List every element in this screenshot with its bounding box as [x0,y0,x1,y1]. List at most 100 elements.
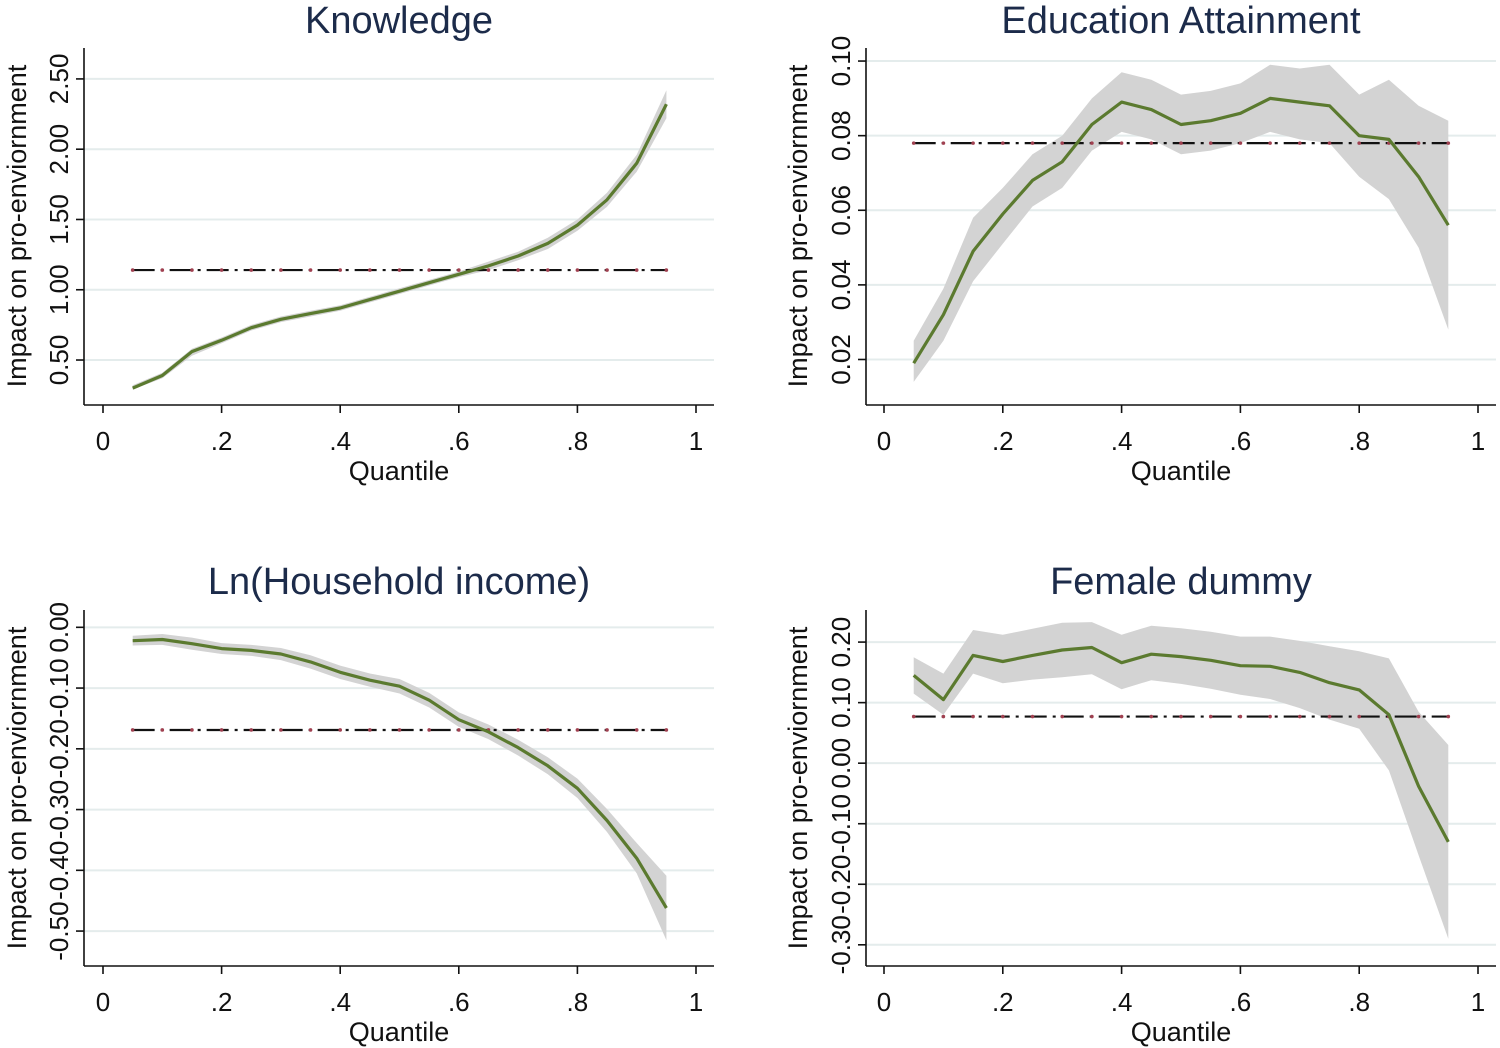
y-tick-label: 0.00 [44,602,74,653]
confidence-band [132,90,667,390]
y-tick-label: -0.10 [826,794,856,853]
x-tick-label: 0 [877,426,891,456]
panel-title: Knowledge [305,0,493,42]
y-tick-label: -0.30 [44,780,74,839]
y-tick-label: 0.08 [826,110,856,161]
x-axis-label: Quantile [1131,1017,1232,1047]
confidence-band [913,64,1449,382]
ols-marker [634,728,639,732]
x-axis-label: Quantile [349,1017,450,1047]
y-tick-label: 0.10 [826,36,856,87]
ols-marker [1357,714,1361,719]
x-tick-label: .6 [448,987,470,1017]
x-tick-label: .2 [992,426,1014,456]
ols-marker [1119,141,1124,145]
ols-marker [1446,714,1451,719]
x-tick-label: .2 [992,987,1014,1017]
ols-marker [605,728,609,732]
ols-marker [249,268,254,272]
ols-marker [1060,141,1064,145]
ols-marker [971,141,975,145]
ols-marker [279,268,283,272]
x-tick-label: .8 [567,426,589,456]
x-tick-label: .8 [567,987,589,1017]
ols-marker [971,714,975,719]
ols-marker [1179,714,1183,719]
y-tick-label: 1.00 [44,264,74,315]
x-tick-label: .4 [1111,426,1133,456]
ols-marker [1030,141,1035,145]
panel-title: Female dummy [1050,561,1312,603]
x-tick-label: 0 [96,987,110,1017]
y-axis-label: Impact on pro-enviornment [2,626,32,949]
y-tick-label: -0.20 [44,719,74,778]
ols-marker [279,728,283,732]
ols-marker [941,714,946,719]
y-tick-label: 0.06 [826,185,856,236]
ols-marker [1149,141,1154,145]
y-tick-label: 0.04 [826,260,856,311]
x-tick-label: .2 [211,426,233,456]
ols-marker [190,268,194,272]
ols-marker [1446,141,1451,145]
panel-female-dummy: Female dummy Impact on pro-enviornment Q… [783,561,1496,1047]
y-tick-label: 0.20 [826,617,856,668]
ols-marker [1119,714,1124,719]
ols-marker [308,268,313,272]
x-axis-label: Quantile [1131,456,1232,486]
ols-marker [516,728,520,732]
ols-marker [516,268,520,272]
ols-marker [1357,141,1361,145]
ols-marker [368,268,372,272]
ols-marker [1416,714,1421,719]
ols-marker [457,728,461,732]
ols-marker [219,268,224,272]
y-axis-label: Impact on pro-enviornment [2,64,32,387]
panel-education-attainment: Education Attainment Impact on pro-envio… [783,0,1496,486]
y-tick-label: 0.02 [826,334,856,385]
confidence-band [913,622,1449,939]
x-tick-label: 1 [1471,987,1485,1017]
ols-marker [575,268,580,272]
ols-marker [664,728,669,732]
ols-marker [457,268,461,272]
x-tick-label: .6 [1230,987,1252,1017]
x-tick-label: 1 [689,987,703,1017]
ols-marker [1208,141,1213,145]
ols-marker [397,268,402,272]
y-tick-label: 0.50 [44,335,74,386]
ols-marker [1149,714,1154,719]
ols-marker [368,728,372,732]
ols-marker [338,268,343,272]
y-tick-label: -0.30 [826,915,856,974]
y-axis-label: Impact on pro-enviornment [783,626,813,949]
ols-marker [397,728,402,732]
ols-marker [130,728,135,732]
ols-marker [160,728,165,732]
ols-marker [427,268,431,272]
ols-marker [338,728,343,732]
ols-marker [1327,714,1332,719]
x-tick-label: 1 [689,426,703,456]
x-tick-label: .4 [329,426,351,456]
ols-marker [1001,714,1005,719]
x-tick-label: .6 [448,426,470,456]
ols-marker [1416,141,1421,145]
ols-marker [160,268,165,272]
x-tick-label: .8 [1348,426,1370,456]
y-tick-label: -0.40 [44,841,74,900]
x-tick-label: .4 [1111,987,1133,1017]
ols-marker [605,268,609,272]
ols-marker [219,728,224,732]
confidence-band [132,634,667,941]
ols-marker [486,268,491,272]
panel-ln-household-income: Ln(Household income) Impact on pro-envio… [2,561,714,1047]
x-tick-label: .6 [1230,426,1252,456]
y-tick-label: 2.50 [44,54,74,105]
ols-marker [941,141,946,145]
panel-title: Education Attainment [1001,0,1361,42]
x-tick-label: .8 [1348,987,1370,1017]
ols-marker [249,728,254,732]
ols-marker [1030,714,1035,719]
ols-marker [1060,714,1064,719]
